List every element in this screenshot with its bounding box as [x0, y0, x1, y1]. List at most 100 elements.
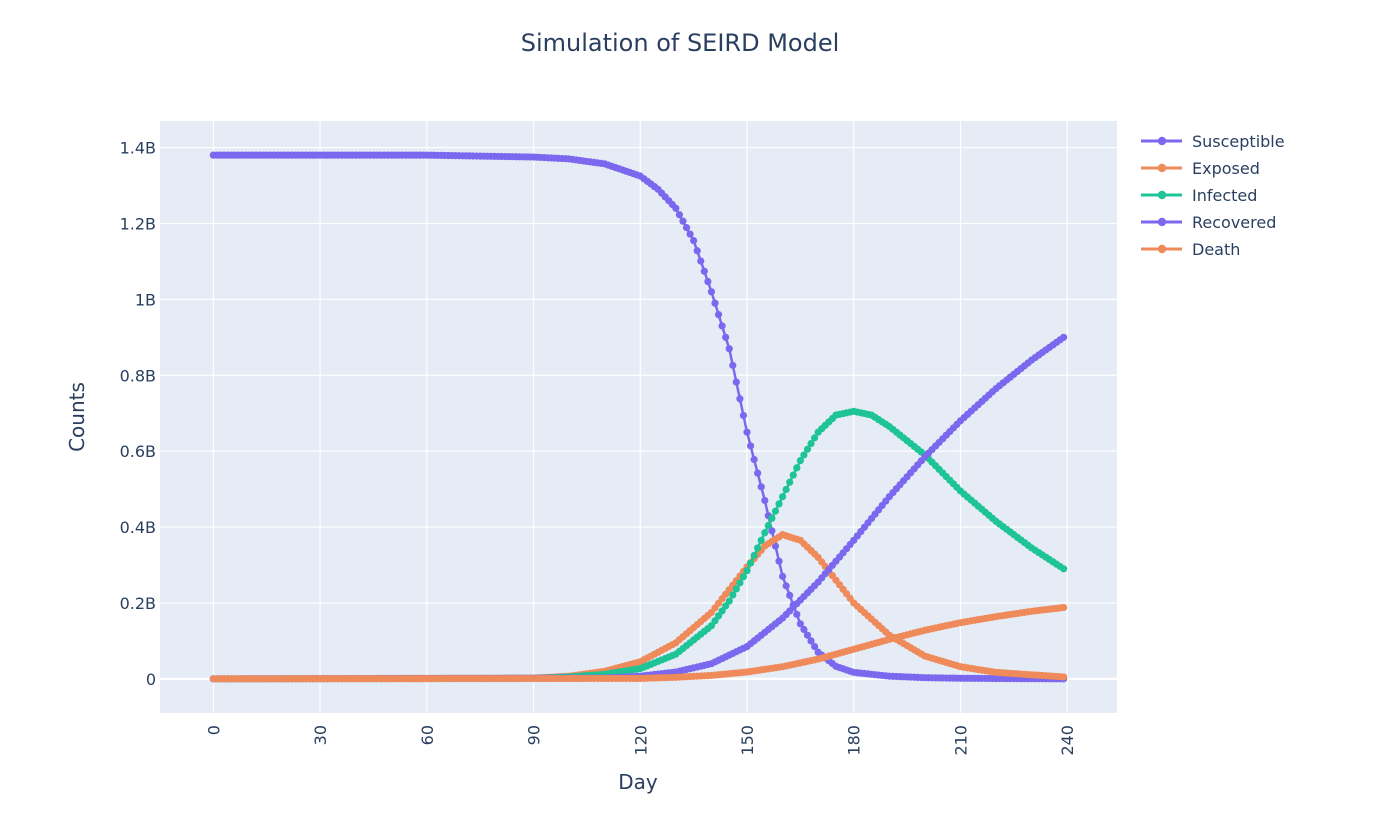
y-tick-label: 1.2B — [120, 214, 156, 233]
legend-label: Death — [1192, 240, 1240, 259]
data-point-susceptible — [711, 299, 719, 307]
data-point-infected — [807, 439, 815, 448]
legend-item-exposed[interactable]: Exposed — [1141, 159, 1260, 178]
tick-labels: 0 30 60 90 120 150 180 210 240 0 0.2B 0.4B 0.6B 0.8B 1… — [120, 139, 1078, 756]
data-point-susceptible — [739, 411, 748, 420]
legend-item-death[interactable]: Death — [1141, 240, 1240, 259]
data-point-infected — [761, 529, 769, 537]
data-point-infected — [732, 585, 740, 593]
legend-item-susceptible[interactable]: Susceptible — [1141, 132, 1285, 151]
y-tick-label: 1.4B — [120, 139, 156, 158]
data-point-infected — [800, 451, 808, 459]
data-point-susceptible — [796, 620, 804, 628]
data-point-infected — [736, 579, 744, 587]
legend-swatch-marker — [1157, 163, 1167, 173]
data-point-susceptible — [725, 345, 733, 353]
plot-background — [160, 121, 1117, 713]
data-point-susceptible — [750, 455, 758, 464]
data-point-susceptible — [757, 483, 765, 491]
x-tick-label: 30 — [311, 725, 330, 745]
data-point-susceptible — [743, 428, 751, 436]
data-point-recovered — [1060, 333, 1068, 341]
data-point-susceptible — [729, 361, 737, 369]
y-axis-title: Counts — [65, 382, 89, 452]
data-point-infected — [757, 536, 765, 544]
data-point-infected — [768, 514, 776, 522]
data-point-susceptible — [714, 310, 723, 319]
legend-swatch-marker — [1157, 244, 1167, 254]
x-axis-title: Day — [618, 770, 658, 794]
y-tick-label: 0 — [146, 670, 156, 689]
x-tick-label: 210 — [951, 725, 970, 756]
data-point-susceptible — [707, 288, 716, 296]
data-point-susceptible — [761, 496, 769, 505]
data-point-infected — [725, 597, 733, 605]
data-point-susceptible — [768, 527, 776, 535]
data-point-susceptible — [736, 395, 744, 403]
data-point-susceptible — [679, 217, 687, 225]
legend-swatch-marker — [1157, 217, 1167, 227]
y-tick-label: 1B — [135, 290, 156, 309]
y-tick-label: 0.8B — [120, 366, 156, 385]
data-point-infected — [778, 493, 787, 501]
data-point-infected — [729, 591, 737, 599]
data-point-susceptible — [690, 236, 698, 245]
data-point-susceptible — [672, 204, 680, 212]
data-point-infected — [771, 507, 780, 515]
x-tick-label: 240 — [1058, 725, 1077, 756]
data-point-susceptible — [811, 642, 819, 651]
data-point-susceptible — [675, 211, 684, 219]
legend-label: Infected — [1192, 186, 1257, 205]
data-point-susceptible — [807, 637, 815, 645]
data-point-death — [1060, 603, 1068, 612]
data-point-susceptible — [704, 277, 712, 286]
data-point-susceptible — [682, 224, 691, 232]
data-point-susceptible — [722, 333, 730, 341]
legend-label: Exposed — [1192, 159, 1260, 178]
data-point-infected — [739, 573, 748, 581]
data-point-susceptible — [778, 572, 787, 580]
data-point-infected — [789, 471, 797, 479]
data-point-infected — [746, 559, 755, 567]
data-point-infected — [793, 464, 801, 472]
data-point-exposed — [1060, 673, 1068, 681]
data-point-infected — [1060, 565, 1068, 573]
x-tick-label: 120 — [631, 725, 650, 756]
data-point-susceptible — [746, 442, 755, 450]
data-point-susceptible — [793, 610, 801, 618]
legend[interactable]: Susceptible Exposed Infected Recovered Death — [1141, 132, 1285, 259]
data-point-susceptible — [782, 582, 790, 590]
data-point-infected — [786, 478, 794, 486]
legend-swatch-marker — [1157, 136, 1167, 146]
x-tick-label: 90 — [525, 725, 544, 745]
y-tick-label: 0.4B — [120, 518, 156, 537]
legend-label: Recovered — [1192, 213, 1276, 232]
data-point-susceptible — [718, 322, 726, 330]
series-death[interactable] — [209, 603, 1068, 683]
data-point-susceptible — [775, 557, 783, 565]
x-tick-label: 180 — [845, 725, 864, 756]
y-tick-label: 0.6B — [120, 442, 156, 461]
data-point-susceptible — [803, 631, 812, 639]
data-point-infected — [754, 544, 762, 552]
data-point-susceptible — [732, 378, 740, 386]
data-point-infected — [764, 521, 772, 530]
y-tick-label: 0.2B — [120, 594, 156, 613]
data-point-susceptible — [686, 230, 694, 238]
series-layer — [209, 151, 1068, 683]
data-point-infected — [796, 457, 804, 465]
data-point-infected — [750, 551, 758, 560]
data-point-infected — [782, 485, 790, 494]
legend-item-infected[interactable]: Infected — [1141, 186, 1257, 205]
data-point-infected — [775, 500, 783, 508]
data-point-infected — [743, 567, 751, 575]
data-point-infected — [811, 434, 819, 442]
x-tick-label: 150 — [738, 725, 757, 756]
data-point-infected — [803, 445, 812, 453]
data-point-susceptible — [786, 591, 794, 599]
legend-item-recovered[interactable]: Recovered — [1141, 213, 1276, 232]
data-point-susceptible — [754, 469, 762, 477]
data-point-susceptible — [700, 267, 708, 275]
legend-swatch-marker — [1157, 190, 1167, 200]
